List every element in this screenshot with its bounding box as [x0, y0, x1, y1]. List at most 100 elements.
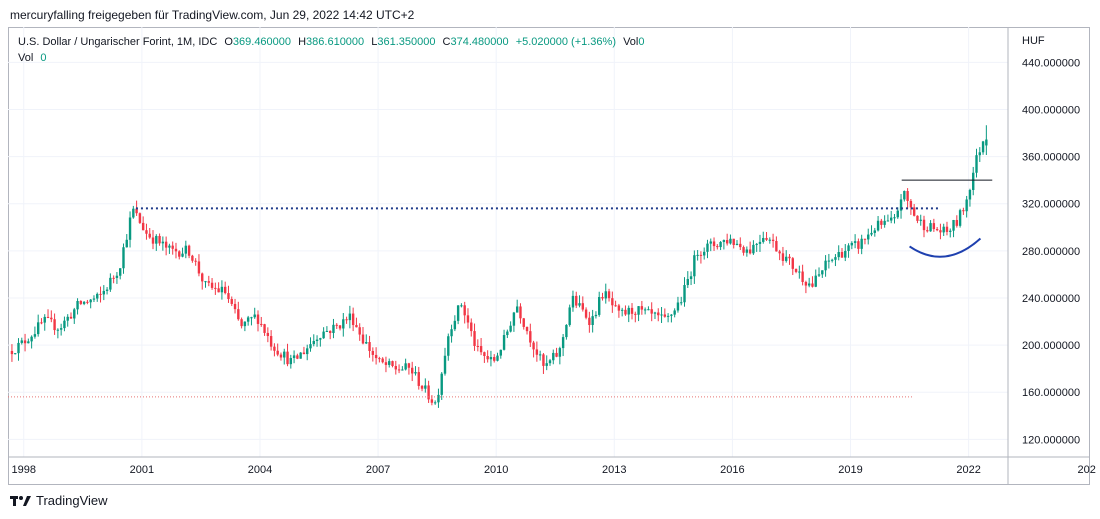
candle-body [332, 324, 335, 334]
candle-body [283, 351, 286, 358]
candle-body [568, 307, 571, 325]
volume-legend: Vol 0 [18, 52, 46, 64]
x-tick-label: 2013 [602, 464, 626, 476]
candle-body [59, 328, 63, 330]
candle-body [801, 271, 804, 282]
candle-body [338, 325, 342, 329]
candle-body [807, 283, 811, 286]
candle-body [906, 191, 909, 201]
candle-body [827, 260, 831, 262]
candle-body [824, 260, 827, 271]
candle-body [50, 317, 53, 320]
candle-body [791, 258, 794, 269]
candle-body [893, 217, 896, 219]
candle-body [548, 360, 552, 364]
candle-body [972, 172, 975, 190]
candle-body [86, 301, 89, 303]
candle-body [929, 223, 932, 232]
candle-body [958, 210, 962, 226]
candle-body [450, 329, 453, 337]
candle-body [873, 230, 876, 233]
volume-value: 0 [638, 36, 645, 48]
candle-body [680, 302, 683, 304]
candle-body [781, 253, 785, 261]
tradingview-logo[interactable]: TradingView [10, 493, 108, 508]
candle-body [483, 352, 486, 356]
candle-body [837, 252, 840, 258]
candle-body [191, 255, 194, 261]
candle-body [676, 302, 680, 311]
x-tick-label: 1998 [12, 464, 36, 476]
candle-body [811, 283, 814, 287]
candle-body [20, 340, 23, 343]
candle-body [36, 322, 40, 335]
candle-body [647, 309, 650, 311]
candle-body [926, 230, 929, 232]
chart-frame[interactable] [8, 27, 1090, 485]
candle-body [771, 239, 775, 242]
candle-body [401, 369, 404, 371]
candle-body [374, 354, 378, 359]
x-tick-label: 2007 [366, 464, 390, 476]
volume-indicator-label: Vol [18, 52, 34, 64]
candle-body [565, 324, 568, 338]
candle-body [529, 331, 532, 343]
candle-body [952, 219, 955, 231]
change-value: +5.020000 (+1.36%) [515, 36, 616, 48]
candle-body [82, 301, 86, 304]
candle-body [942, 226, 945, 233]
candle-body [122, 247, 125, 269]
candle-body [538, 354, 542, 356]
candle-body [814, 275, 817, 287]
candle-body [181, 253, 184, 257]
candle-body [683, 285, 686, 303]
candle-body [752, 244, 755, 254]
candle-body [916, 215, 919, 221]
candle-body [230, 299, 233, 304]
candle-body [138, 213, 142, 223]
candle-body [319, 338, 322, 340]
candle-body [420, 385, 424, 389]
candle-body [194, 260, 197, 262]
candle-body [40, 322, 43, 324]
candle-body [532, 342, 535, 350]
candle-body [689, 276, 693, 280]
candle-body [785, 256, 788, 261]
candle-body [673, 310, 676, 315]
chart-header: mercuryfalling freigegeben für TradingVi… [10, 8, 415, 22]
candle-body [33, 334, 37, 337]
y-tick-label: 360.000000 [1022, 152, 1080, 164]
candle-body [545, 363, 548, 366]
candle-body [210, 282, 214, 288]
y-axis-unit: HUF [1022, 35, 1045, 47]
candle-body [512, 312, 516, 326]
candle-body [128, 217, 132, 240]
x-tick-label: 2010 [484, 464, 508, 476]
candle-body [10, 350, 14, 355]
candle-body [453, 320, 457, 330]
candle-body [860, 238, 863, 249]
candle-body [627, 307, 630, 315]
low-value: 361.350000 [377, 36, 436, 48]
candle-body [650, 309, 653, 314]
candle-body [834, 257, 837, 260]
candle-body [903, 191, 906, 200]
candle-body [863, 238, 867, 240]
candle-body [430, 399, 434, 403]
candle-body [804, 281, 808, 286]
candle-body [243, 321, 247, 327]
candle-body [335, 324, 338, 326]
candle-body [598, 297, 601, 315]
open-label: O [224, 36, 233, 48]
candle-body [348, 313, 352, 321]
candle-body [584, 309, 588, 318]
candle-body [552, 352, 555, 361]
candle-body [325, 330, 329, 332]
y-tick-label: 280.000000 [1022, 246, 1080, 258]
candle-body [502, 335, 506, 350]
candle-body [470, 322, 473, 332]
candle-body [53, 319, 56, 331]
candle-body [312, 341, 315, 345]
candle-body [178, 251, 181, 257]
